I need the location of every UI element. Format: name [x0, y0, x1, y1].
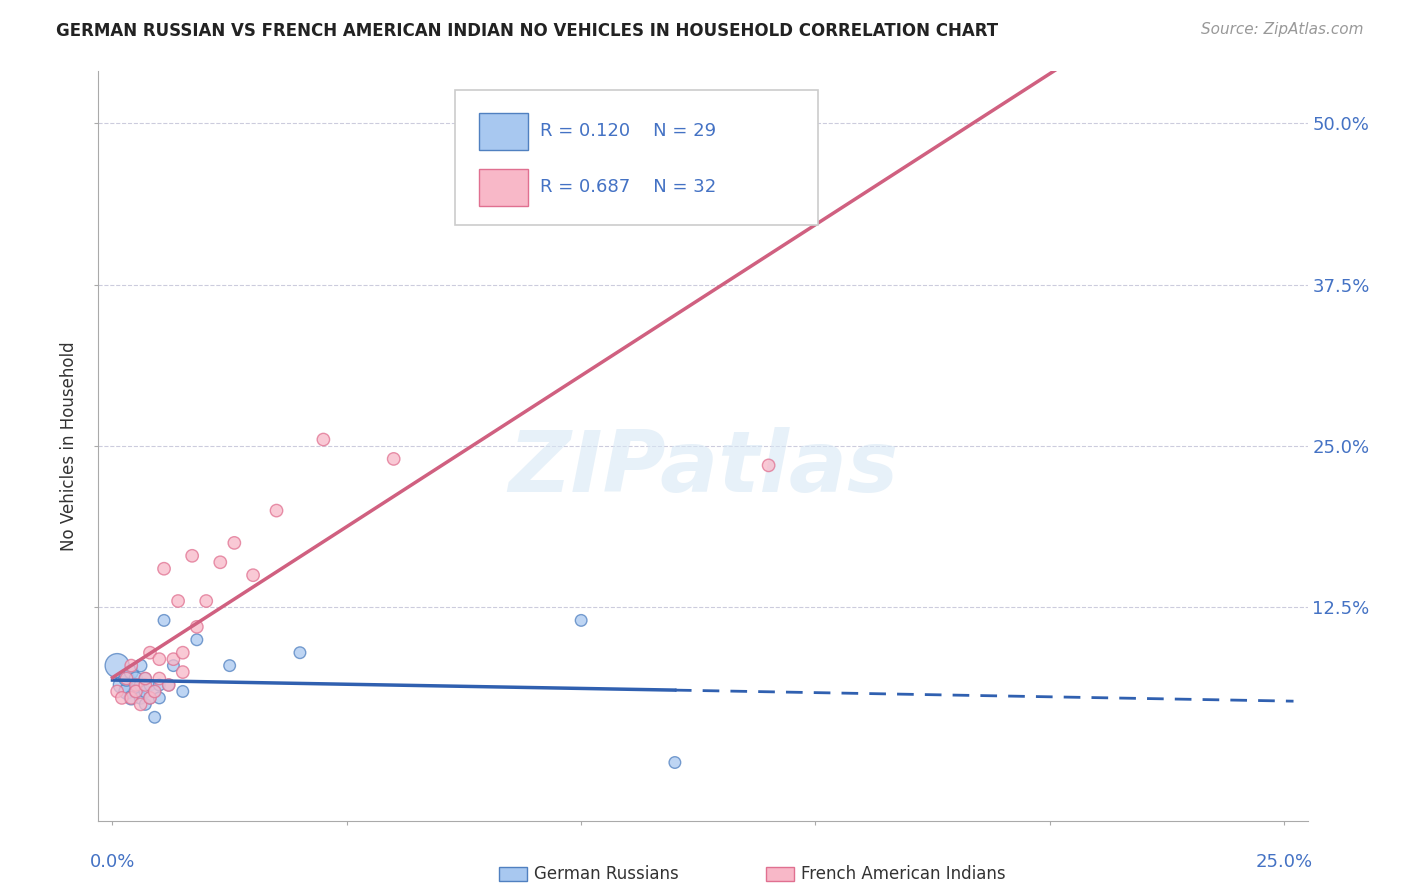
Point — [129, 678, 152, 692]
Point — [134, 684, 156, 698]
Point — [172, 684, 194, 698]
Point — [148, 652, 170, 666]
FancyBboxPatch shape — [456, 90, 818, 225]
Point — [218, 658, 240, 673]
Point — [288, 646, 311, 660]
Point — [266, 503, 288, 517]
Point — [157, 678, 180, 692]
Point — [105, 658, 128, 673]
Point — [115, 672, 138, 686]
Point — [148, 690, 170, 705]
Point — [105, 684, 128, 698]
Point — [148, 672, 170, 686]
Point — [129, 698, 152, 712]
Text: R = 0.120    N = 29: R = 0.120 N = 29 — [540, 122, 716, 140]
Point — [186, 632, 208, 647]
Point — [120, 658, 142, 673]
Point — [139, 678, 162, 692]
Text: 25.0%: 25.0% — [1256, 853, 1313, 871]
Point — [172, 665, 194, 679]
Point — [129, 658, 152, 673]
Point — [242, 568, 264, 582]
Point — [143, 684, 166, 698]
Point — [143, 684, 166, 698]
Point — [125, 684, 148, 698]
FancyBboxPatch shape — [479, 169, 527, 206]
Point — [125, 678, 148, 692]
Point — [120, 690, 142, 705]
Text: French American Indians: French American Indians — [801, 865, 1007, 883]
Point — [157, 678, 180, 692]
Point — [129, 690, 152, 705]
Point — [134, 672, 156, 686]
Point — [153, 614, 176, 628]
Point — [134, 678, 156, 692]
Point — [120, 690, 142, 705]
Point — [181, 549, 204, 563]
Y-axis label: No Vehicles in Household: No Vehicles in Household — [60, 341, 79, 551]
Point — [758, 458, 780, 473]
Text: Source: ZipAtlas.com: Source: ZipAtlas.com — [1201, 22, 1364, 37]
Point — [115, 672, 138, 686]
Point — [148, 678, 170, 692]
Point — [139, 646, 162, 660]
Point — [224, 536, 246, 550]
Point — [569, 614, 592, 628]
Text: ZIPatlas: ZIPatlas — [508, 427, 898, 510]
Point — [312, 433, 335, 447]
Text: German Russians: German Russians — [534, 865, 679, 883]
Point — [382, 451, 405, 466]
Point — [125, 684, 148, 698]
Point — [167, 594, 190, 608]
Point — [209, 555, 232, 569]
Text: R = 0.687    N = 32: R = 0.687 N = 32 — [540, 178, 716, 196]
Point — [139, 690, 162, 705]
Point — [143, 710, 166, 724]
Point — [134, 672, 156, 686]
Point — [111, 690, 134, 705]
Point — [125, 672, 148, 686]
Point — [162, 652, 184, 666]
Text: GERMAN RUSSIAN VS FRENCH AMERICAN INDIAN NO VEHICLES IN HOUSEHOLD CORRELATION CH: GERMAN RUSSIAN VS FRENCH AMERICAN INDIAN… — [56, 22, 998, 40]
Point — [186, 620, 208, 634]
Point — [153, 562, 176, 576]
FancyBboxPatch shape — [479, 112, 527, 150]
Point — [139, 690, 162, 705]
Text: 0.0%: 0.0% — [90, 853, 135, 871]
Point — [120, 665, 142, 679]
Point — [111, 678, 134, 692]
Point — [134, 698, 156, 712]
Point — [195, 594, 218, 608]
Point — [569, 180, 592, 194]
Point — [115, 684, 138, 698]
Point — [664, 756, 686, 770]
Point — [162, 658, 184, 673]
Point — [172, 646, 194, 660]
